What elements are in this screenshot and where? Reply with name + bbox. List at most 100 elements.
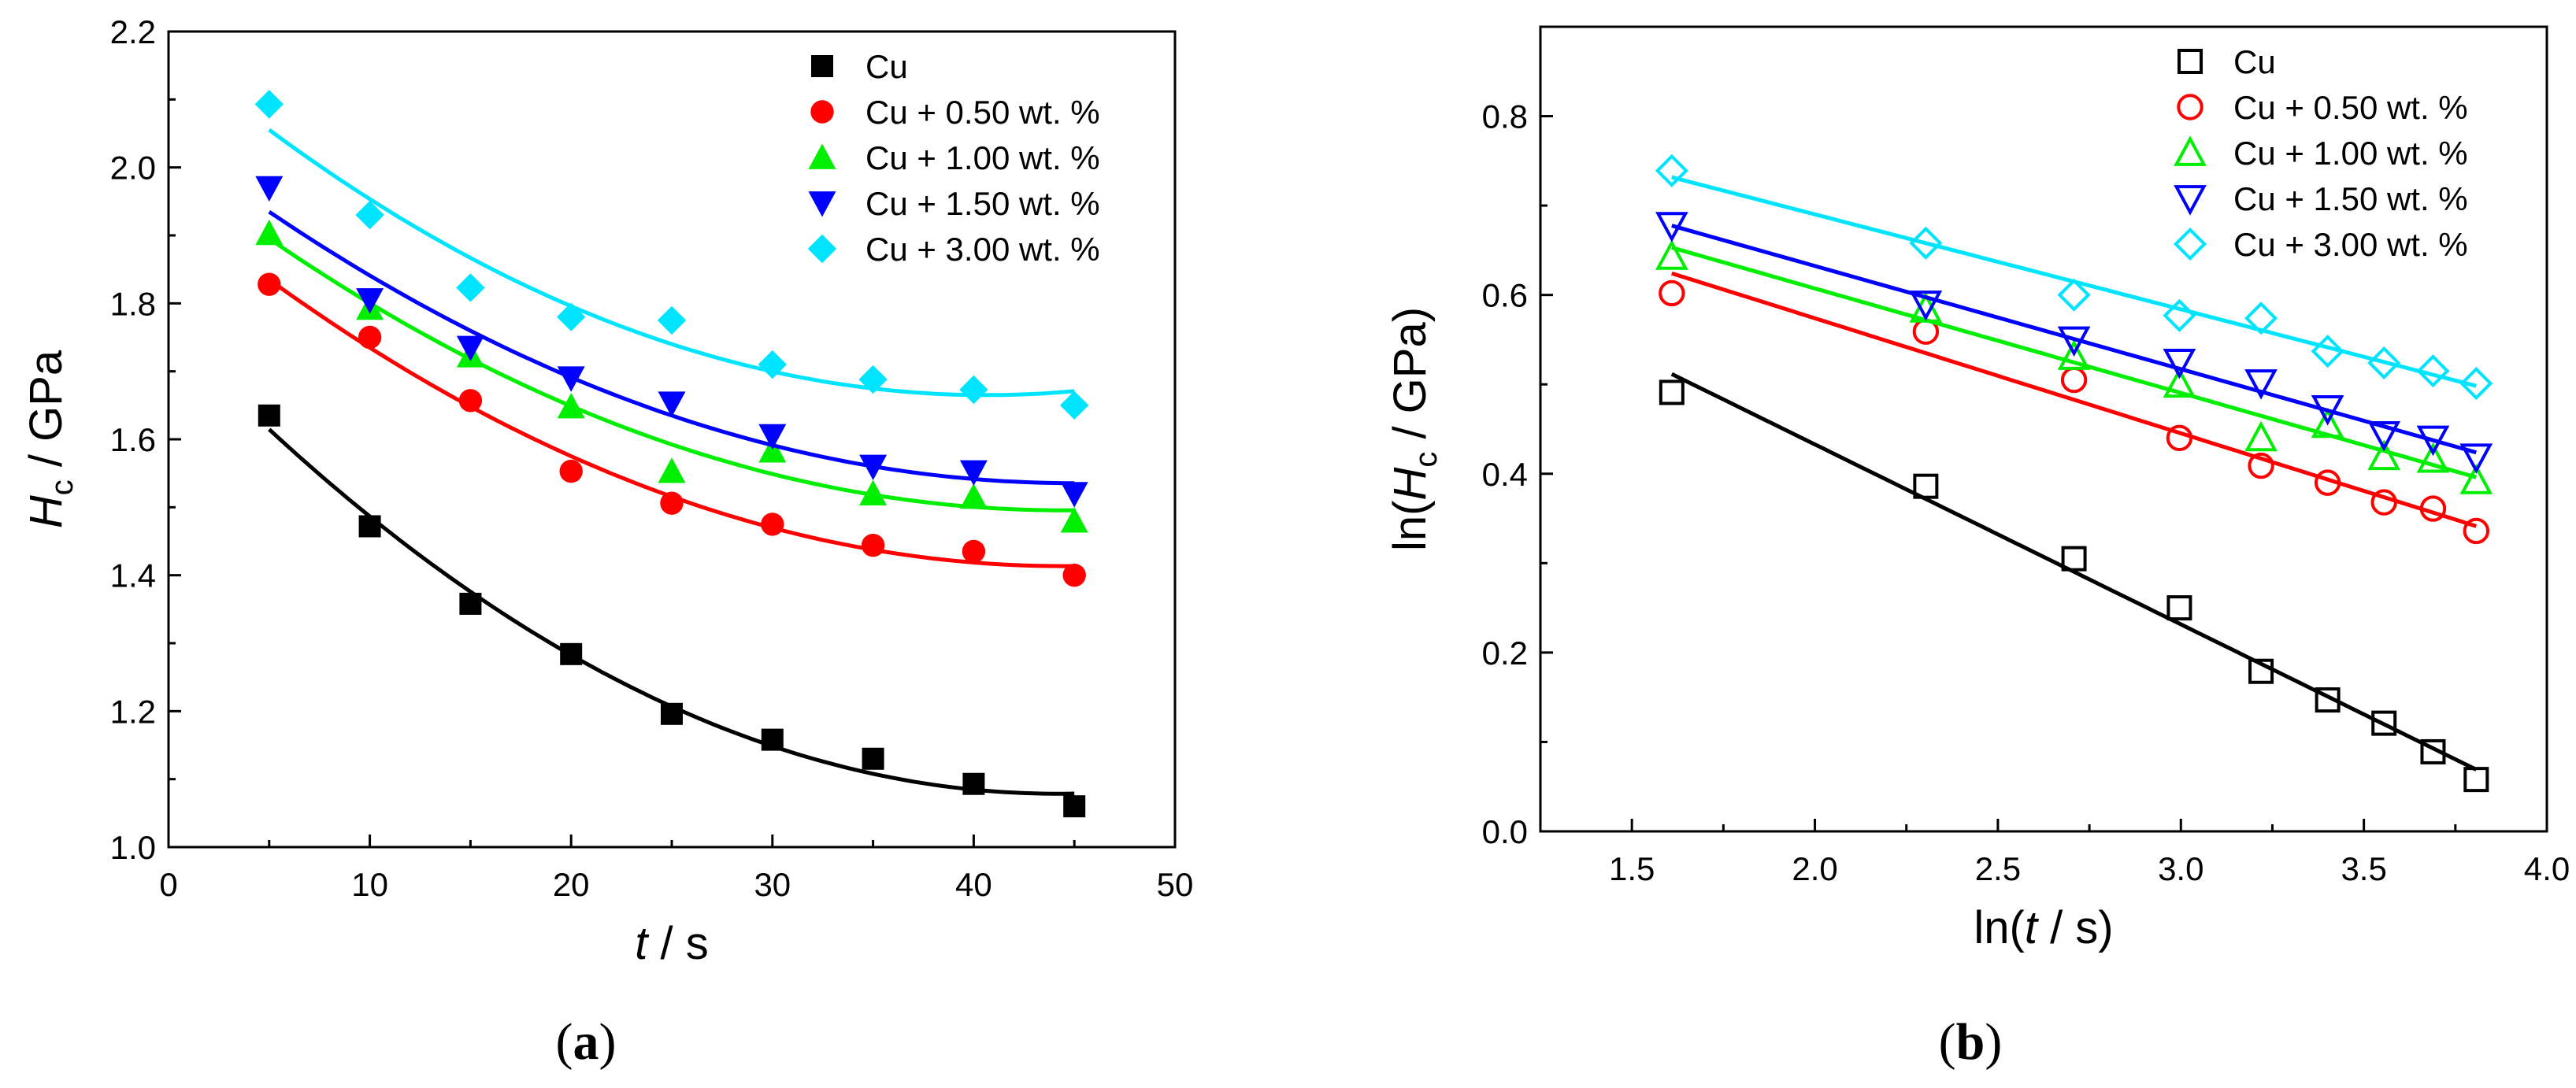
x-tick-label: 40 (955, 866, 992, 903)
data-point (557, 366, 585, 392)
data-point (761, 728, 784, 751)
y-axis-title: ln(Hc / GPa) (1384, 307, 1444, 551)
x-tick-label: 2.0 (1792, 850, 1837, 887)
x-axis-title: t / s (635, 918, 708, 969)
series-cu-0-50-wt (258, 272, 1086, 587)
legend: Cu Cu + 0.50 wt. % Cu + 1.00 wt. % Cu + 1.5… (807, 48, 1100, 268)
x-tick-label: 3.0 (2158, 850, 2203, 887)
data-point (2311, 335, 2344, 368)
series-cu (258, 404, 1086, 818)
y-tick-label: 1.8 (110, 285, 156, 322)
y-tick-label: 0.8 (1482, 98, 1528, 135)
plot-frame (1539, 25, 2548, 833)
y-tick-label: 1.6 (110, 421, 156, 458)
data-point (2459, 464, 2493, 494)
x-tick-label: 10 (351, 866, 388, 903)
data-point (2367, 420, 2401, 452)
data-point (459, 592, 482, 615)
data-point (959, 483, 988, 509)
data-point (2057, 339, 2091, 370)
data-point (2311, 407, 2344, 439)
legend-label: Cu + 0.50 wt. % (2233, 89, 2468, 126)
y-axis-title: Hc / GPa (20, 350, 80, 528)
legend-label: Cu + 1.50 wt. % (865, 185, 1100, 222)
data-point (258, 404, 280, 427)
fit-line (268, 128, 1075, 398)
data-point (2367, 346, 2401, 379)
data-point (258, 272, 281, 296)
panel-label-a: (a) (556, 1013, 617, 1071)
data-point (1062, 563, 1086, 587)
fit-line (1671, 224, 2477, 455)
y-tick-label: 1.0 (110, 829, 156, 866)
data-point (2244, 369, 2278, 400)
series-cu-3-00-wt (1655, 154, 2493, 401)
data-point (2248, 658, 2274, 684)
x-tick-label: 20 (553, 866, 590, 903)
y-tick-label: 0.2 (1482, 635, 1528, 672)
data-point (557, 393, 585, 419)
data-point (458, 389, 483, 413)
fit-line (1670, 372, 2478, 772)
data-point (2057, 278, 2091, 312)
data-point (456, 273, 485, 302)
data-point (658, 391, 686, 417)
data-point (2459, 443, 2493, 474)
data-point (2248, 452, 2274, 479)
data-point (2311, 395, 2344, 426)
chart-panel-a: 0 10 20 30 40 50 1.0 1.2 1.4 1.6 1.8 2.0 2.2 t / s Hc … (20, 13, 1193, 969)
data-point (557, 302, 586, 331)
y-tick-label: 1.4 (110, 557, 156, 594)
data-point (1909, 226, 1943, 260)
data-point (2419, 495, 2447, 522)
legend-label: Cu + 0.50 wt. % (865, 94, 1100, 131)
fit-line (1671, 271, 2478, 528)
y-tick-label: 1.2 (110, 693, 156, 730)
legend-marker (808, 191, 836, 217)
data-point (2060, 366, 2088, 394)
data-point (2463, 517, 2490, 545)
y-tick-label: 0.6 (1482, 277, 1528, 314)
fit-line (268, 237, 1075, 513)
data-point (2061, 546, 2087, 572)
legend-marker (2178, 49, 2203, 74)
legend-label: Cu (2233, 43, 2276, 80)
data-point (358, 325, 382, 350)
data-point (761, 513, 784, 536)
data-point (2370, 489, 2397, 516)
data-point (859, 454, 888, 481)
data-point (657, 305, 687, 335)
series-cu-1-50-wt (255, 176, 1088, 508)
data-point (2371, 710, 2397, 736)
data-point (1655, 239, 1688, 270)
legend-label: Cu + 1.50 wt. % (2233, 180, 2468, 217)
data-point (255, 219, 284, 246)
data-point (255, 176, 284, 202)
data-point (859, 479, 888, 505)
data-point (2166, 424, 2193, 452)
series-cu-0-50-wt (1659, 271, 2490, 545)
legend-label: Cu (865, 48, 908, 85)
data-point (2420, 738, 2446, 764)
data-point (2416, 442, 2450, 473)
series-cu (1659, 372, 2489, 793)
data-point (1063, 795, 1086, 818)
data-point (2416, 354, 2450, 388)
series-cu-1-50-wt (1655, 212, 2493, 474)
data-point (758, 350, 787, 379)
x-tick-label: 1.5 (1609, 850, 1655, 887)
legend-marker (2173, 227, 2207, 261)
data-point (355, 200, 384, 230)
data-point (959, 375, 988, 405)
panel-label-b: (b) (1939, 1013, 2003, 1071)
data-point (1659, 279, 1685, 307)
data-point (862, 747, 884, 770)
data-point (2244, 302, 2278, 335)
series-cu-1-00-wt (1655, 239, 2493, 494)
data-point (2459, 367, 2493, 401)
data-point (959, 460, 988, 486)
x-tick-label: 50 (1157, 866, 1194, 903)
series-cu-3-00-wt (254, 90, 1089, 420)
fit-line (1671, 246, 2477, 479)
legend-marker (2177, 94, 2203, 120)
